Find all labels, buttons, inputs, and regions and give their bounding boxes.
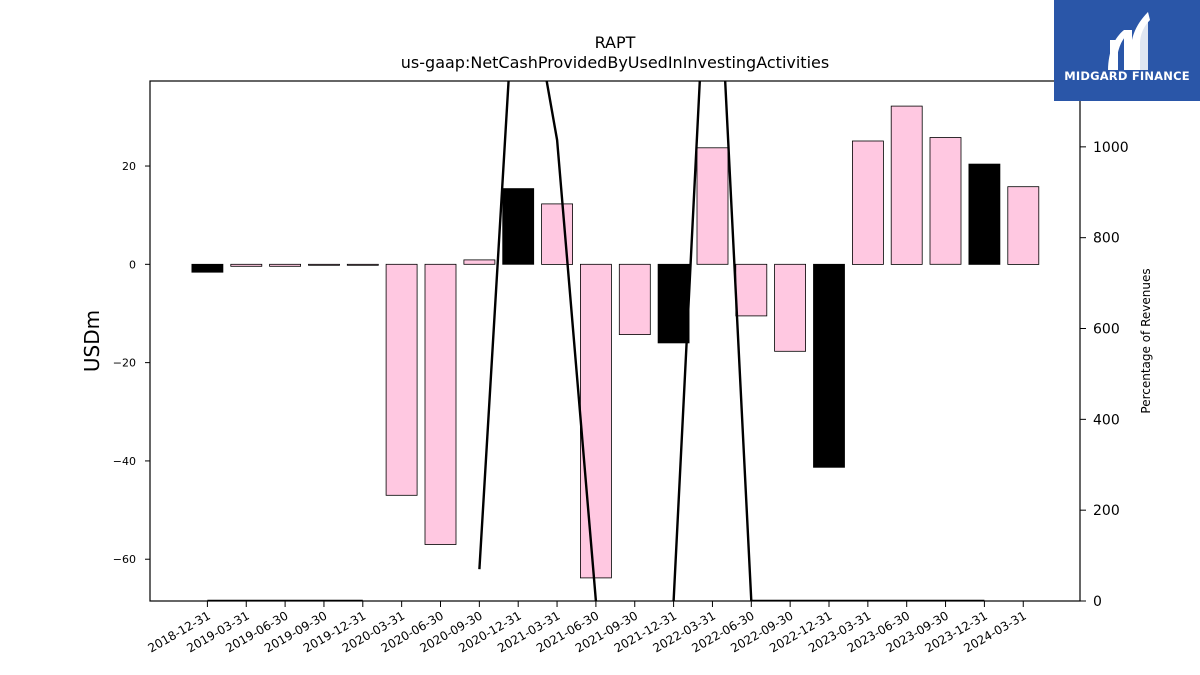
y-tick-label: −40: [113, 455, 136, 468]
bar: [890, 105, 923, 265]
midgard-logo-icon: [1108, 12, 1150, 70]
bar: [813, 263, 845, 468]
bar: [424, 263, 457, 545]
chart-subtitle: us-gaap:NetCashProvidedByUsedInInvesting…: [401, 53, 829, 72]
bar: [346, 263, 379, 266]
bar: [269, 263, 302, 267]
brand-name: MIDGARD FINANCE: [1064, 69, 1190, 83]
bar: [735, 263, 768, 317]
y2-tick-label: 800: [1093, 231, 1120, 247]
revenue-ratio-line: [478, 81, 598, 601]
bar: [1007, 186, 1040, 265]
y-tick-label: 20: [122, 160, 136, 173]
y2-tick-label: 1000: [1093, 140, 1129, 156]
bar: [502, 188, 535, 265]
bar: [657, 263, 690, 344]
y2-tick-label: 0: [1093, 594, 1102, 610]
y-axis-label: USDm: [80, 310, 104, 372]
plot-frame: [149, 80, 1081, 602]
bar: [191, 263, 224, 273]
bar: [852, 140, 884, 265]
y-tick-label: −60: [113, 553, 136, 566]
bar: [580, 263, 612, 579]
right-axis: 0 200 400 600 800 1000: [1080, 140, 1129, 610]
y2-axis-label: Percentage of Revenues: [1139, 268, 1153, 413]
x-axis: 2018-12-312019-03-312019-06-302019-09-30…: [145, 601, 1029, 655]
y-tick-label: −20: [113, 357, 136, 370]
y2-tick-label: 400: [1093, 412, 1120, 428]
y-tick-label: 0: [129, 258, 136, 271]
y2-tick-label: 200: [1093, 503, 1120, 519]
bar: [618, 263, 651, 335]
bar: [968, 163, 1001, 265]
bar-group: [191, 105, 1040, 579]
bar: [774, 263, 806, 352]
bar: [385, 263, 418, 496]
revenue-ratio-line: [672, 81, 985, 601]
bar: [696, 147, 729, 265]
left-axis: −60 −40 −20 0 20: [113, 160, 150, 566]
bar: [230, 263, 263, 267]
chart-title: RAPT: [595, 33, 636, 52]
y2-tick-label: 600: [1093, 322, 1120, 338]
bar: [308, 263, 340, 266]
brand-logo: MIDGARD FINANCE: [1054, 0, 1200, 101]
bar: [463, 259, 496, 265]
bar: [929, 137, 962, 265]
line-group: [207, 81, 985, 601]
